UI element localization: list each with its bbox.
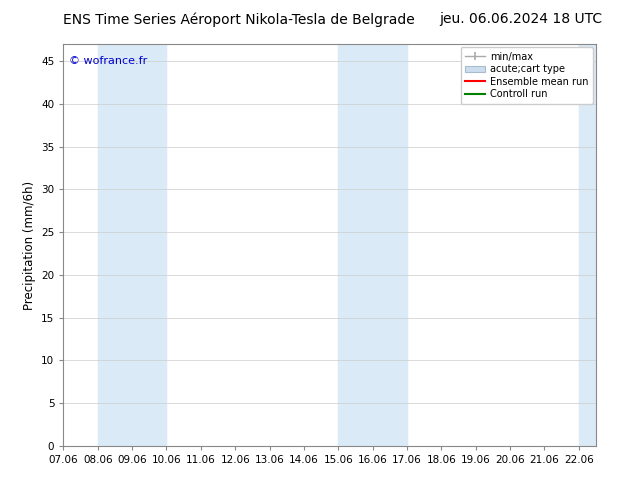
Y-axis label: Precipitation (mm/6h): Precipitation (mm/6h): [23, 180, 36, 310]
Text: ENS Time Series Aéroport Nikola-Tesla de Belgrade: ENS Time Series Aéroport Nikola-Tesla de…: [63, 12, 415, 27]
Bar: [579, 44, 596, 446]
Legend: min/max, acute;cart type, Ensemble mean run, Controll run: min/max, acute;cart type, Ensemble mean …: [460, 47, 593, 104]
Bar: [339, 44, 407, 446]
Bar: [98, 44, 167, 446]
Text: jeu. 06.06.2024 18 UTC: jeu. 06.06.2024 18 UTC: [439, 12, 602, 26]
Text: © wofrance.fr: © wofrance.fr: [68, 56, 147, 66]
